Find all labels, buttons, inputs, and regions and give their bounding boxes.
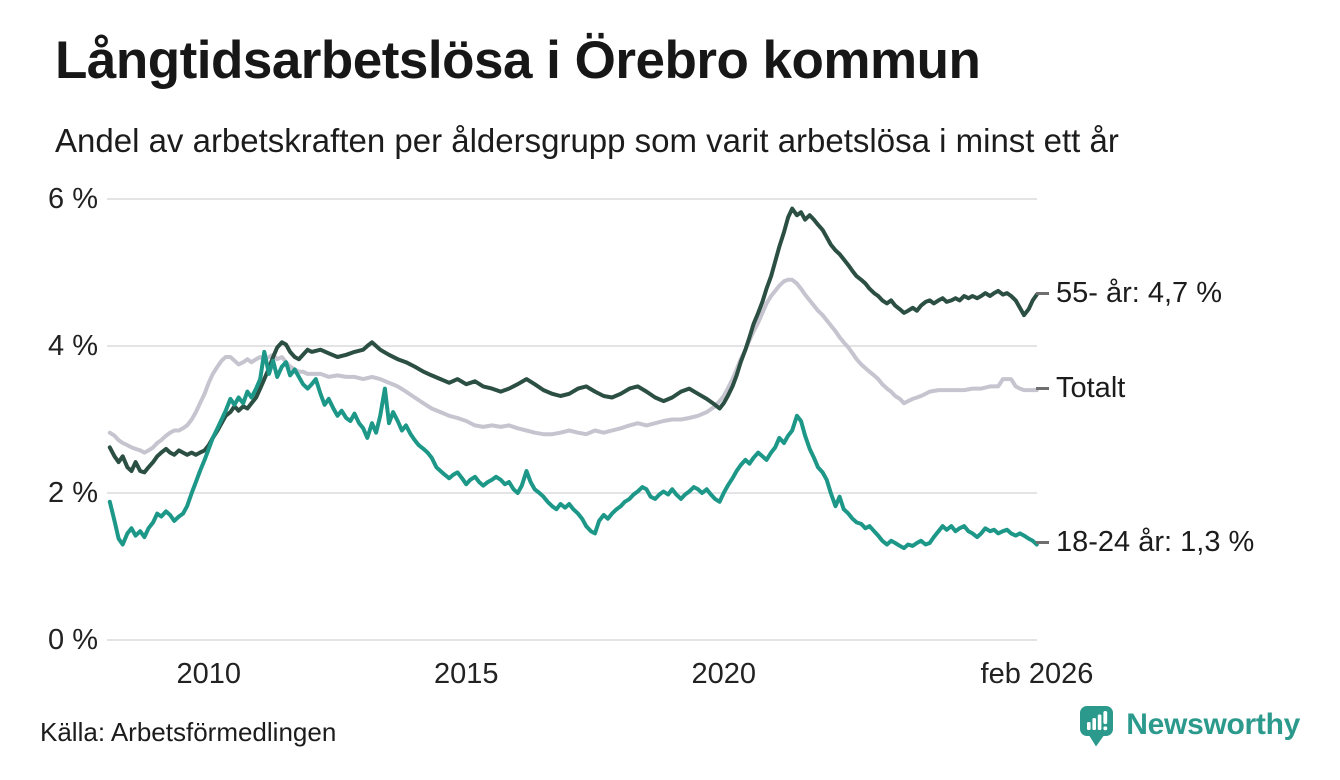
x-axis-tick-label: 2015 [433,658,499,690]
chart-title: Långtidsarbetslösa i Örebro kommun [55,31,981,90]
newsworthy-wordmark: Newsworthy [1126,708,1300,741]
line-end-label-text: 18-24 år: 1,3 % [1056,526,1255,559]
y-axis-tick-label: 0 % [48,624,98,656]
line-end-label-text: 55- år: 4,7 % [1056,276,1223,309]
line-end-label-text: Totalt [1056,372,1126,405]
line-series-18-24år [107,349,1039,551]
newsworthy-logo: Newsworthy [1076,700,1300,750]
label-dash-icon [1036,387,1049,391]
label-dash-icon [1036,541,1049,545]
line-end-label-18-24: 18-24 år: 1,3 % [1036,526,1254,559]
label-dash-icon [1036,291,1049,295]
line-end-label-55-plus: 55- år: 4,7 % [1036,277,1222,310]
y-axis-tick-label: 6 % [48,183,98,215]
newsworthy-icon [1080,705,1114,746]
x-axis-tick-label: 2020 [691,658,756,690]
line-end-label-totalt: Totalt [1036,372,1125,405]
source-note: Källa: Arbetsförmedlingen [40,717,337,747]
chart-subtitle: Andel av arbetskraften per åldersgrupp s… [55,122,1119,159]
y-axis-tick-label: 4 % [48,330,98,362]
x-axis-tick-label: feb 2026 [980,658,1094,690]
line-series-Totalt [107,277,1039,455]
x-axis-tick-label: 2010 [176,658,241,690]
y-axis-tick-label: 2 % [48,477,98,509]
line-series-55-år [107,206,1039,475]
